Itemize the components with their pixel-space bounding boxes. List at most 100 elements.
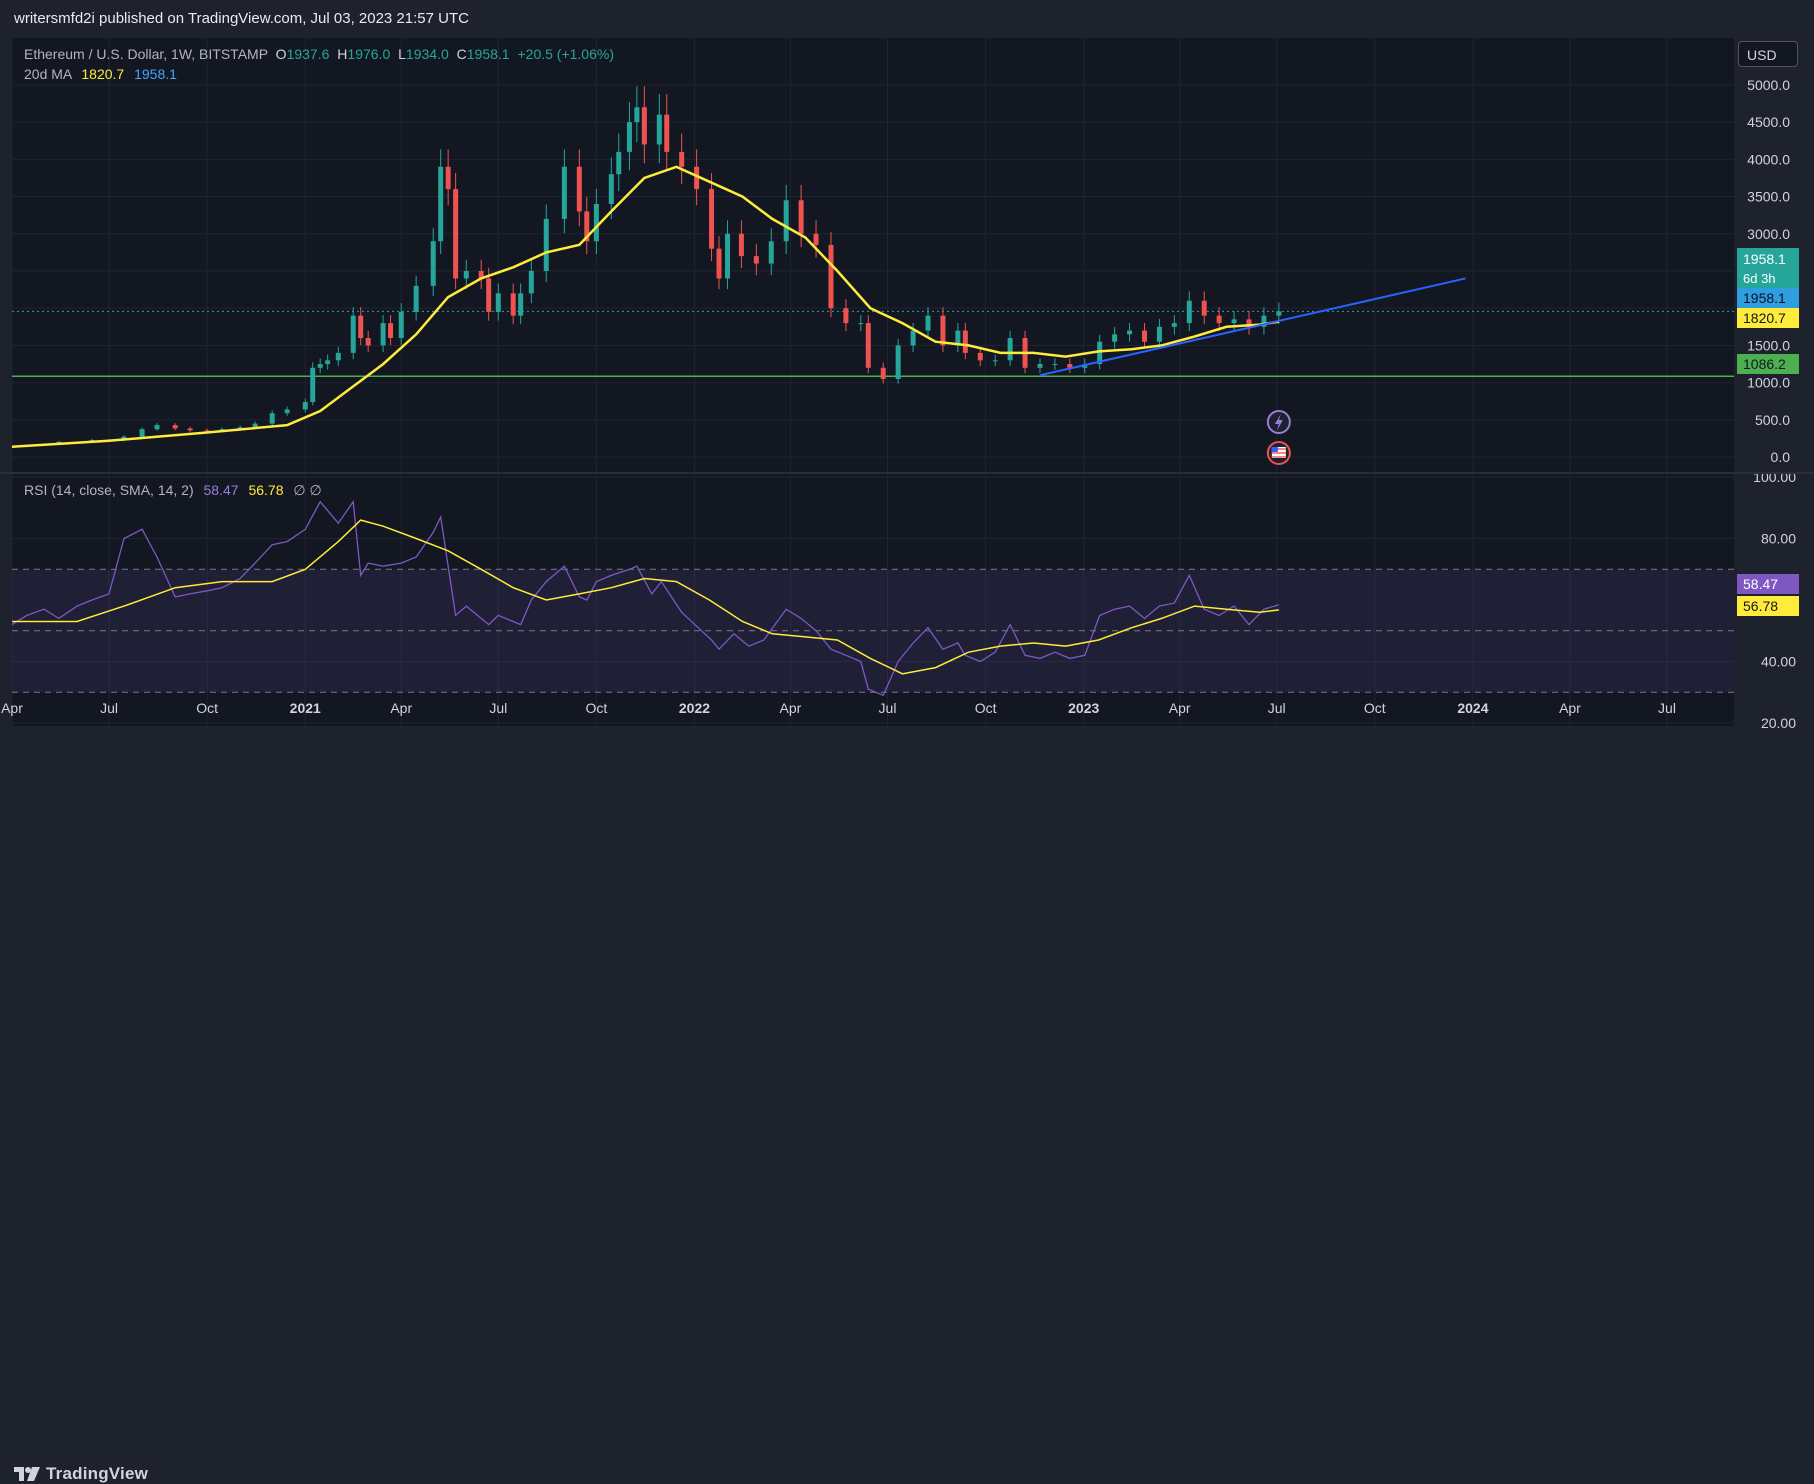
candle-body[interactable] [302, 402, 308, 410]
candle-body[interactable] [154, 425, 160, 430]
ma-legend[interactable]: 20d MA 1820.7 1958.1 [24, 66, 177, 82]
candle-body[interactable] [269, 413, 275, 424]
trendline[interactable] [1039, 277, 1466, 377]
candle-body[interactable] [252, 423, 258, 428]
symbol-legend[interactable]: Ethereum / U.S. Dollar, 1W, BITSTAMP O19… [24, 46, 614, 62]
candle-body[interactable] [478, 271, 484, 279]
rsi-pane[interactable] [11, 499, 1280, 697]
candle-body[interactable] [1037, 364, 1043, 368]
candle-body[interactable] [608, 174, 614, 204]
candle-body[interactable] [335, 352, 341, 361]
candle-body[interactable] [543, 218, 549, 271]
candle-body[interactable] [445, 166, 451, 190]
candle-body[interactable] [310, 367, 316, 403]
candle-body[interactable] [768, 241, 774, 264]
candle-body[interactable] [858, 323, 864, 325]
candle-body[interactable] [716, 248, 722, 279]
rsi-ma-line[interactable] [12, 519, 1279, 675]
candle-body[interactable] [139, 429, 145, 437]
candle-body[interactable] [584, 211, 590, 242]
candle-body[interactable] [1201, 300, 1207, 316]
candle-body[interactable] [880, 367, 886, 379]
candle-body[interactable] [738, 233, 744, 257]
candle-body[interactable] [1097, 341, 1103, 365]
candle-body[interactable] [358, 315, 364, 338]
candle-body[interactable] [1216, 315, 1222, 324]
candle-body[interactable] [510, 293, 516, 316]
candle-body[interactable] [753, 256, 759, 264]
candle-body[interactable] [725, 233, 731, 279]
tradingview-logo[interactable]: TradingView [14, 1464, 148, 1484]
candle-body[interactable] [486, 278, 492, 312]
candle-body[interactable] [992, 360, 998, 362]
candle-body[interactable] [634, 107, 640, 123]
candle-body[interactable] [430, 241, 436, 286]
candle-body[interactable] [641, 107, 647, 145]
candle-body[interactable] [1246, 319, 1252, 327]
currency-button[interactable]: USD [1738, 41, 1798, 67]
rsi-line[interactable] [11, 499, 1280, 697]
candle-body[interactable] [453, 189, 459, 279]
rsi-y-tick-label: 100.00 [1753, 469, 1796, 485]
candle-body[interactable] [1127, 330, 1133, 335]
candle-body[interactable] [463, 271, 469, 279]
candle-body[interactable] [865, 323, 871, 368]
candle-body[interactable] [895, 345, 901, 379]
candle-body[interactable] [910, 330, 916, 346]
candle-body[interactable] [593, 204, 599, 242]
candle-body[interactable] [626, 122, 632, 152]
candle-body[interactable] [350, 315, 356, 353]
candle-body[interactable] [495, 293, 501, 312]
candle-body[interactable] [1186, 300, 1192, 324]
candle-body[interactable] [1141, 330, 1147, 342]
candle-body[interactable] [365, 338, 371, 346]
candle-body[interactable] [1007, 338, 1013, 361]
candle-body[interactable] [616, 151, 622, 175]
rsi-legend[interactable]: RSI (14, close, SMA, 14, 2) 58.47 56.78 … [24, 482, 322, 499]
chart-canvas[interactable]: Apr Jul Oct 2021 Apr Jul Oct 2022 Apr Jul Oct 2023 A… [0, 0, 1814, 768]
candle-body[interactable] [925, 315, 931, 331]
candle-body[interactable] [528, 271, 534, 294]
candle-body[interactable] [828, 244, 834, 309]
candle-body[interactable] [679, 151, 685, 167]
candle-body[interactable] [325, 360, 331, 365]
candle-body[interactable] [518, 293, 524, 316]
candle-body[interactable] [1171, 323, 1177, 327]
ma-line[interactable] [11, 165, 1280, 448]
candle-body[interactable] [783, 200, 789, 242]
y-tick-label: 3000.0 [1747, 226, 1790, 242]
candle-body[interactable] [1231, 319, 1237, 324]
candle-body[interactable] [813, 233, 819, 245]
rsi-band [12, 568, 1734, 693]
candle-body[interactable] [962, 330, 968, 353]
candle-body[interactable] [187, 428, 193, 431]
candle-body[interactable] [576, 166, 582, 212]
candle-body[interactable] [317, 364, 323, 368]
candle-body[interactable] [656, 114, 662, 145]
candle-body[interactable] [977, 352, 983, 361]
candle-body[interactable] [664, 114, 670, 152]
candle-body[interactable] [380, 323, 386, 346]
candle-body[interactable] [1261, 315, 1267, 327]
candle-body[interactable] [172, 425, 178, 429]
candle-body[interactable] [709, 189, 715, 249]
candle-body[interactable] [284, 409, 290, 414]
candle-body[interactable] [1156, 326, 1162, 342]
candle-body[interactable] [561, 166, 567, 219]
candle-body[interactable] [413, 285, 419, 312]
candle-body[interactable] [798, 200, 804, 234]
candle-body[interactable] [1052, 364, 1058, 366]
candle-body[interactable] [1276, 311, 1282, 316]
candle-body[interactable] [204, 430, 210, 432]
candle-body[interactable] [398, 311, 404, 338]
candle-body[interactable] [1067, 364, 1073, 368]
candle-body[interactable] [694, 166, 700, 190]
price-pane[interactable] [11, 86, 1734, 448]
candle-body[interactable] [438, 166, 444, 242]
candle-body[interactable] [1112, 334, 1118, 342]
candle-body[interactable] [843, 308, 849, 324]
event-markers[interactable] [1266, 410, 1291, 465]
candle-body[interactable] [955, 330, 961, 346]
candle-body[interactable] [940, 315, 946, 346]
candle-body[interactable] [388, 323, 394, 338]
